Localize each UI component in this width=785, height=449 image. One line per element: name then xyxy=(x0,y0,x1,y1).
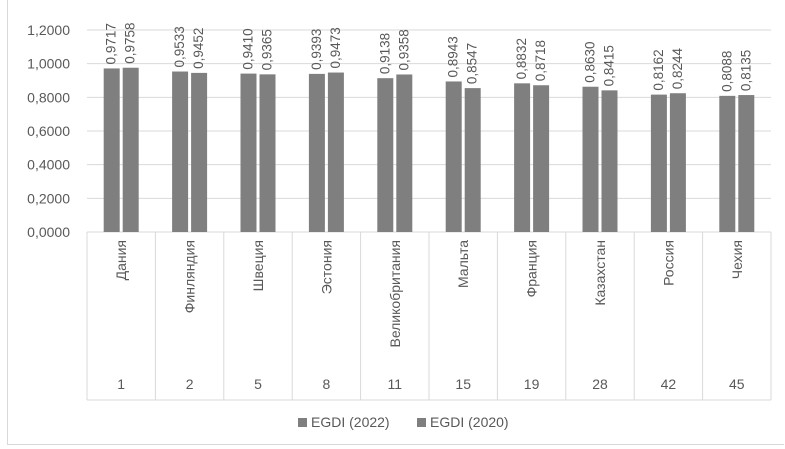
bar-2020 xyxy=(669,93,686,232)
y-tick-label: 0,2000 xyxy=(27,190,70,206)
bar-2022 xyxy=(172,71,189,232)
data-label: 0,9717 xyxy=(104,23,119,64)
y-tick-label: 0,8000 xyxy=(27,89,70,105)
chart-frame xyxy=(7,0,784,445)
rank-label: 45 xyxy=(729,376,745,392)
rank-label: 42 xyxy=(661,376,677,392)
bar-2020 xyxy=(738,95,755,232)
category-label: Финляндия xyxy=(182,240,198,313)
category-label: Россия xyxy=(660,240,676,286)
bar-2022 xyxy=(719,95,736,233)
rank-label: 1 xyxy=(117,376,125,392)
bar-2022 xyxy=(650,94,667,233)
data-label: 0,8547 xyxy=(465,43,480,84)
data-label: 0,8630 xyxy=(583,41,598,82)
y-tick-label: 0,6000 xyxy=(27,123,70,139)
data-label: 0,8718 xyxy=(533,40,548,81)
bar-2020 xyxy=(327,72,344,232)
category-label: Великобритания xyxy=(387,240,403,348)
y-tick-label: 1,2000 xyxy=(27,22,70,38)
data-label: 0,9758 xyxy=(123,22,138,63)
y-tick-label: 0,0000 xyxy=(27,224,70,240)
data-label: 0,9365 xyxy=(260,29,275,70)
data-label: 0,8832 xyxy=(514,38,529,79)
y-tick-label: 0,4000 xyxy=(27,157,70,173)
data-label: 0,8162 xyxy=(651,49,666,90)
bar-2020 xyxy=(259,74,276,232)
bar-2020 xyxy=(533,85,550,232)
category-label: Швеция xyxy=(250,240,266,291)
bars xyxy=(103,67,755,233)
data-label: 0,9393 xyxy=(309,29,324,70)
data-labels: 0,9717 0,9533 0,9410 0,9393 0,9138 0,8943 0,88… xyxy=(104,22,754,91)
data-label: 0,8135 xyxy=(738,50,753,91)
data-label: 0,9533 xyxy=(172,26,187,67)
rank-label: 15 xyxy=(455,376,471,392)
bar-2020 xyxy=(396,74,413,232)
bar-2022 xyxy=(514,83,531,232)
data-label: 0,9410 xyxy=(241,28,256,69)
category-label: Франция xyxy=(524,240,540,297)
y-axis-ticks: 0,0000 0,2000 0,4000 0,6000 0,8000 1,0000 1,20… xyxy=(27,22,70,240)
legend-swatch xyxy=(298,418,307,427)
data-label: 0,9452 xyxy=(191,28,206,69)
bar-2020 xyxy=(601,90,618,232)
bar-2020 xyxy=(122,67,139,233)
gridlines xyxy=(87,29,771,233)
bar-2022 xyxy=(308,73,325,233)
data-label: 0,9358 xyxy=(396,29,411,70)
rank-label: 11 xyxy=(388,376,403,392)
category-label: Казахстан xyxy=(592,240,608,306)
data-label: 0,8244 xyxy=(670,47,685,89)
bar-2022 xyxy=(582,86,599,232)
category-label: Эстония xyxy=(318,240,334,294)
data-label: 0,8415 xyxy=(602,45,617,86)
data-label: 0,8943 xyxy=(446,36,461,77)
bar-2022 xyxy=(240,73,257,233)
legend-label: EGDI (2022) xyxy=(311,414,390,430)
bar-2022 xyxy=(103,68,120,232)
category-axis: Дания 1 Финляндия 2 Швеция 5 Эстония 8 Великобри… xyxy=(86,232,772,401)
legend-swatch xyxy=(417,418,426,427)
category-label: Дания xyxy=(113,240,129,280)
data-label: 0,9473 xyxy=(328,27,343,68)
rank-label: 8 xyxy=(323,376,331,392)
bar-2022 xyxy=(377,78,394,232)
legend: EGDI (2022) EGDI (2020) xyxy=(298,414,509,430)
bar-2020 xyxy=(191,72,208,233)
rank-label: 2 xyxy=(186,376,194,392)
rank-label: 19 xyxy=(524,376,540,392)
legend-label: EGDI (2020) xyxy=(430,414,509,430)
category-label: Чехия xyxy=(729,240,745,279)
data-label: 0,8088 xyxy=(719,51,734,92)
bar-2022 xyxy=(445,81,462,232)
data-label: 0,9138 xyxy=(377,33,392,74)
bar-2020 xyxy=(464,88,481,232)
category-label: Мальта xyxy=(455,240,471,288)
y-tick-label: 1,0000 xyxy=(27,56,70,72)
rank-label: 28 xyxy=(592,376,608,392)
rank-label: 5 xyxy=(254,376,262,392)
